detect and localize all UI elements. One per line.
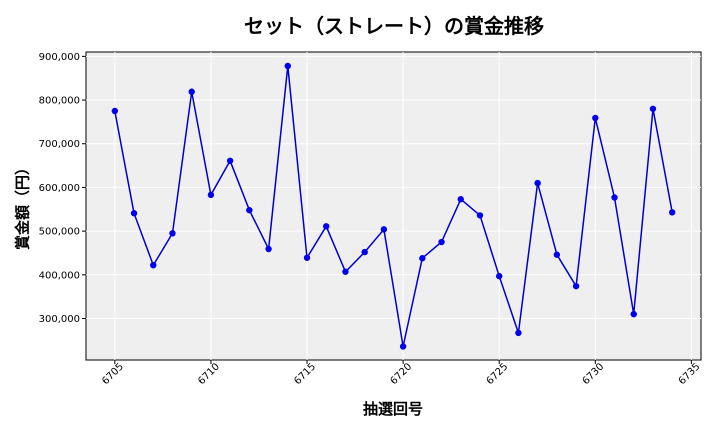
data-point <box>150 261 157 269</box>
x-axis-label: 抽選回号 <box>362 400 424 418</box>
series-layer <box>111 62 676 350</box>
data-point <box>668 209 676 216</box>
data-point <box>342 268 349 275</box>
grid-lines <box>86 52 701 360</box>
data-point <box>226 157 234 164</box>
data-point <box>399 343 407 350</box>
data-point <box>649 105 657 112</box>
y-tick-label: 700,000 <box>39 139 80 150</box>
data-point <box>515 329 522 337</box>
data-point <box>457 196 464 203</box>
data-point <box>169 230 176 237</box>
data-point <box>572 282 580 290</box>
series-line <box>114 65 673 347</box>
data-point <box>246 206 253 214</box>
x-tick-label: 6710 <box>196 361 222 387</box>
chart-title: セット（ストレート）の賞金推移 <box>244 14 544 38</box>
data-point <box>303 254 311 261</box>
data-point <box>592 114 599 122</box>
x-tick-label: 6715 <box>292 361 318 387</box>
x-tick-label: 6705 <box>100 361 126 387</box>
y-tick-label: 900,000 <box>39 52 80 63</box>
data-point <box>438 238 445 246</box>
data-point <box>111 107 119 115</box>
y-tick-label: 400,000 <box>39 270 80 281</box>
data-point <box>476 212 484 219</box>
x-tick-label: 6735 <box>677 361 703 387</box>
x-tick-label: 6720 <box>388 361 414 387</box>
plot-area <box>85 51 702 361</box>
data-point <box>553 251 561 258</box>
data-point <box>323 223 330 230</box>
data-point <box>630 310 637 318</box>
x-tick-label: 6725 <box>485 361 511 387</box>
data-point <box>419 255 426 262</box>
data-point <box>361 248 368 256</box>
y-tick-label: 800,000 <box>39 96 80 107</box>
data-point <box>284 62 291 70</box>
data-point <box>188 88 195 95</box>
x-tick-label: 6730 <box>581 361 607 387</box>
data-point <box>496 272 503 280</box>
data-point <box>611 194 618 201</box>
y-tick-label: 600,000 <box>39 183 80 194</box>
y-tick-label: 500,000 <box>39 227 80 238</box>
data-point <box>534 179 541 187</box>
data-point <box>207 191 215 199</box>
data-point <box>130 210 138 217</box>
data-point <box>380 226 388 233</box>
y-tick-label: 300,000 <box>39 314 80 325</box>
data-point <box>265 245 272 253</box>
